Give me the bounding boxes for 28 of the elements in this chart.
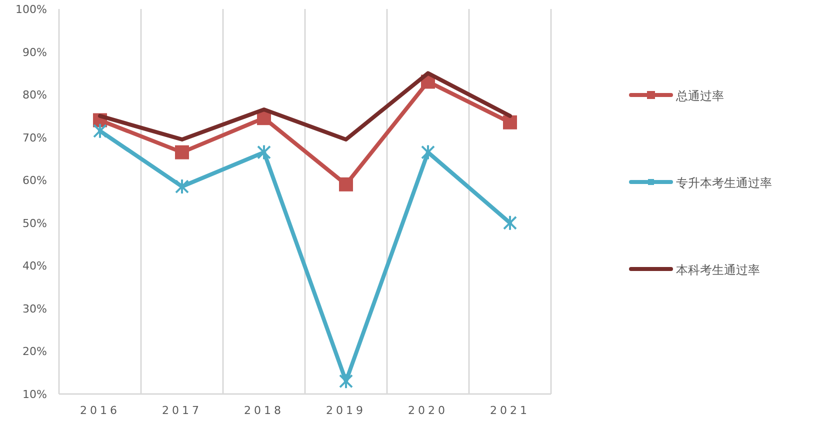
y-tick-label: 20% [22,345,47,358]
x-tick-label: 2021 [490,404,530,417]
y-tick-label: 30% [22,302,47,316]
x-tick-label: 2020 [408,404,448,417]
y-tick-label: 100% [16,3,47,16]
y-tick-label: 70% [22,131,47,144]
y-tick-label: 10% [22,388,47,401]
point [93,122,107,139]
x-tick-label: 2019 [326,404,366,417]
y-tick-label: 80% [22,88,47,102]
point [175,145,189,160]
point [175,178,189,195]
point [503,214,517,231]
x-tick-label: 2017 [162,404,202,417]
x-tick-label: 2018 [244,404,284,417]
x-tick-label: 2016 [80,404,120,417]
point [339,373,353,390]
y-tick-label: 50% [22,216,47,230]
point [421,144,435,160]
y-tick-label: 40% [22,260,47,273]
legend-label: 本科考生通过率 [676,263,760,277]
y-tick-label: 60% [22,174,47,188]
point [503,115,517,130]
legend-label: 专升本考生通过率 [676,176,772,190]
point [339,177,353,192]
legend-label: 总通过率 [675,89,724,103]
y-tick-label: 90% [22,46,47,59]
point [257,144,271,160]
